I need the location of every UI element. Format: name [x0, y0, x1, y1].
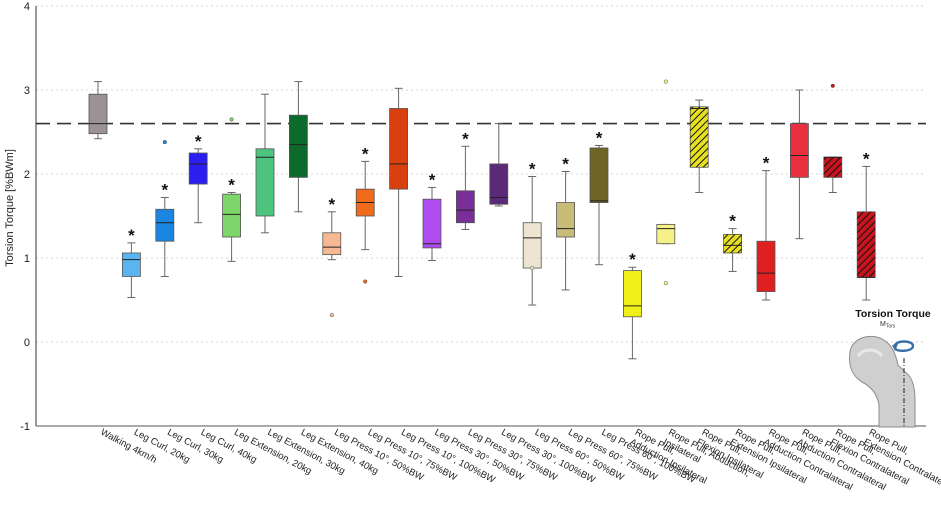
box-17: * [623, 250, 642, 360]
significance-star: * [763, 154, 770, 173]
outlier-point [663, 281, 668, 286]
femur-annotation: Torsion Torque MTors [849, 308, 931, 428]
box-24: * [856, 149, 876, 301]
iqr-box [422, 198, 442, 249]
box-20: * [723, 212, 742, 272]
significance-star: * [729, 212, 736, 231]
significance-star: * [228, 175, 235, 194]
significance-star: * [429, 170, 436, 189]
femur-bone-icon [849, 336, 916, 428]
annotation-symbol: MTors [880, 321, 896, 330]
iqr-box [455, 190, 475, 224]
iqr-box [489, 163, 509, 205]
outlier-point [229, 117, 234, 122]
box-6 [255, 93, 275, 234]
y-tick-label: 1 [24, 253, 30, 265]
significance-star: * [529, 160, 536, 179]
hatch-overlay [823, 157, 842, 178]
significance-star: * [195, 132, 202, 151]
box-19 [689, 99, 709, 193]
y-tick-label: 0 [24, 337, 30, 349]
outlier-point [162, 140, 167, 145]
outlier-point [663, 79, 668, 84]
box-4: * [188, 132, 208, 224]
annotation-title: Torsion Torque [855, 308, 931, 320]
iqr-box [656, 223, 676, 245]
axes: -1 0 1 2 3 4 [20, 1, 926, 433]
iqr-box [122, 252, 141, 277]
outlier-point [363, 279, 368, 284]
box-13 [489, 123, 509, 207]
box-5: * [222, 117, 242, 262]
iqr-box [522, 222, 542, 269]
y-tick-label: 3 [24, 85, 30, 97]
box-series: * * * * * * * * * * * * * * * [88, 79, 876, 360]
box-8: * [322, 195, 342, 318]
iqr-box [155, 208, 175, 242]
box-18 [656, 79, 676, 286]
box-9: * [355, 144, 375, 284]
iqr-box [389, 108, 409, 190]
significance-star: * [462, 129, 469, 148]
box-21: * [756, 154, 776, 301]
box-1 [88, 81, 108, 140]
y-tick-label: 2 [24, 169, 30, 181]
significance-star: * [562, 154, 569, 173]
box-22 [790, 89, 809, 240]
box-11: * [422, 170, 442, 262]
iqr-box [288, 114, 308, 178]
iqr-box [255, 148, 275, 217]
significance-star: * [328, 195, 335, 214]
hatch-overlay [690, 106, 709, 168]
box-7 [288, 81, 308, 213]
iqr-box [556, 202, 575, 238]
significance-star: * [362, 144, 369, 163]
box-16: * [589, 128, 609, 266]
significance-star: * [863, 149, 870, 168]
y-axis-title: Torsion Torque [%BWm] [4, 149, 16, 267]
box-23 [823, 83, 843, 193]
outlier-point [329, 313, 334, 318]
significance-star: * [161, 181, 168, 200]
box-14: * [522, 160, 542, 306]
box-15: * [556, 154, 575, 291]
box-3: * [155, 140, 175, 277]
iqr-box [790, 123, 809, 178]
iqr-box [88, 93, 108, 135]
significance-star: * [629, 250, 636, 269]
iqr-box [623, 270, 642, 318]
outlier-point [830, 83, 835, 88]
y-tick-label: 4 [24, 1, 30, 13]
box-10 [389, 87, 409, 277]
hatch-overlay [857, 211, 876, 278]
iqr-box [589, 147, 609, 203]
box-12: * [455, 129, 475, 230]
iqr-box [322, 232, 342, 256]
hatch-overlay [723, 234, 742, 253]
iqr-box [222, 193, 242, 238]
outlier-point [530, 266, 535, 271]
iqr-box [756, 240, 776, 292]
grid-lines [36, 5, 926, 343]
significance-star: * [596, 128, 603, 147]
significance-star: * [128, 226, 135, 245]
rotation-arrow-icon [892, 340, 915, 352]
iqr-box [188, 152, 208, 185]
box-2: * [122, 226, 141, 298]
y-tick-label: -1 [20, 421, 30, 433]
